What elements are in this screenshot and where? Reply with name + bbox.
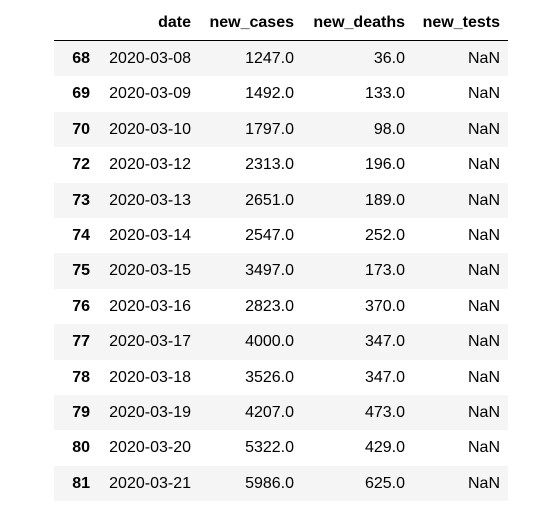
cell-date: 2020-03-19 bbox=[109, 404, 191, 422]
cell-date: 2020-03-12 bbox=[109, 156, 191, 174]
cell-new-deaths: 196.0 bbox=[364, 156, 405, 174]
cell-new-deaths: 98.0 bbox=[373, 120, 405, 138]
table-row: 80 2020-03-20 5322.0 429.0 NaN bbox=[54, 430, 508, 466]
cell-new-cases: 2823.0 bbox=[245, 297, 294, 315]
row-index: 81 bbox=[72, 474, 90, 492]
row-index: 69 bbox=[72, 85, 90, 103]
header-date: date bbox=[98, 5, 199, 41]
cell-date: 2020-03-09 bbox=[109, 85, 191, 103]
cell-new-cases: 5986.0 bbox=[245, 474, 294, 492]
table-row: 73 2020-03-13 2651.0 189.0 NaN bbox=[54, 182, 508, 219]
cell-date: 2020-03-18 bbox=[109, 368, 191, 386]
cell-new-deaths: 370.0 bbox=[364, 297, 405, 315]
row-index: 73 bbox=[72, 191, 90, 209]
header-new-tests: new_tests bbox=[413, 5, 508, 41]
cell-new-cases: 3497.0 bbox=[245, 262, 294, 280]
cell-date: 2020-03-17 bbox=[109, 333, 191, 351]
table-row: 81 2020-03-21 5986.0 625.0 NaN bbox=[54, 465, 508, 502]
cell-new-tests: NaN bbox=[467, 474, 500, 492]
cell-date: 2020-03-13 bbox=[109, 191, 191, 209]
cell-new-tests: NaN bbox=[467, 333, 500, 351]
row-index: 74 bbox=[72, 227, 90, 245]
header-new-cases: new_cases bbox=[199, 5, 302, 41]
cell-new-tests: NaN bbox=[467, 50, 500, 67]
header-index bbox=[54, 5, 98, 41]
table-row: 79 2020-03-19 4207.0 473.0 NaN bbox=[54, 395, 508, 431]
cell-new-cases: 2313.0 bbox=[245, 156, 294, 174]
cell-new-cases: 1247.0 bbox=[245, 50, 294, 67]
table-row: 72 2020-03-12 2313.0 196.0 NaN bbox=[54, 147, 508, 183]
table-body: 68 2020-03-08 1247.0 36.0 NaN 69 2020-03-09 149… bbox=[54, 40, 508, 502]
cell-new-deaths: 36.0 bbox=[373, 50, 405, 67]
cell-date: 2020-03-21 bbox=[109, 474, 191, 492]
cell-new-deaths: 189.0 bbox=[364, 191, 405, 209]
cell-new-deaths: 347.0 bbox=[364, 333, 405, 351]
row-index: 79 bbox=[72, 404, 90, 422]
cell-new-tests: NaN bbox=[467, 85, 500, 103]
cell-new-tests: NaN bbox=[467, 156, 500, 174]
dataframe-table: date new_cases new_deaths new_tests 68 20… bbox=[54, 5, 508, 502]
row-index: 70 bbox=[72, 120, 90, 138]
row-index: 80 bbox=[72, 439, 90, 457]
table-row: 76 2020-03-16 2823.0 370.0 NaN bbox=[54, 288, 508, 325]
cell-date: 2020-03-14 bbox=[109, 227, 191, 245]
cell-new-tests: NaN bbox=[467, 227, 500, 245]
row-index: 78 bbox=[72, 368, 90, 386]
cell-new-tests: NaN bbox=[467, 368, 500, 386]
cell-date: 2020-03-08 bbox=[109, 50, 191, 67]
cell-new-deaths: 347.0 bbox=[364, 368, 405, 386]
cell-date: 2020-03-15 bbox=[109, 262, 191, 280]
cell-new-cases: 4207.0 bbox=[245, 404, 294, 422]
table-header: date new_cases new_deaths new_tests bbox=[54, 5, 508, 41]
row-index: 75 bbox=[72, 262, 90, 280]
cell-new-cases: 3526.0 bbox=[245, 368, 294, 386]
row-index: 72 bbox=[72, 156, 90, 174]
cell-new-tests: NaN bbox=[467, 262, 500, 280]
cell-new-cases: 2651.0 bbox=[245, 191, 294, 209]
cell-new-cases: 1492.0 bbox=[245, 85, 294, 103]
cell-new-tests: NaN bbox=[467, 120, 500, 138]
table-row: 75 2020-03-15 3497.0 173.0 NaN bbox=[54, 253, 508, 289]
table-row: 77 2020-03-17 4000.0 347.0 NaN bbox=[54, 324, 508, 360]
cell-date: 2020-03-16 bbox=[109, 297, 191, 315]
table-row: 68 2020-03-08 1247.0 36.0 NaN bbox=[54, 40, 508, 77]
header-row: date new_cases new_deaths new_tests bbox=[54, 5, 508, 41]
cell-new-deaths: 133.0 bbox=[364, 85, 405, 103]
cell-new-cases: 1797.0 bbox=[245, 120, 294, 138]
table-row: 78 2020-03-18 3526.0 347.0 NaN bbox=[54, 359, 508, 396]
row-index: 77 bbox=[72, 333, 90, 351]
cell-new-tests: NaN bbox=[467, 191, 500, 209]
table-row: 69 2020-03-09 1492.0 133.0 NaN bbox=[54, 76, 508, 112]
cell-new-cases: 4000.0 bbox=[245, 333, 294, 351]
cell-new-tests: NaN bbox=[467, 297, 500, 315]
cell-new-cases: 5322.0 bbox=[245, 439, 294, 457]
cell-new-deaths: 429.0 bbox=[364, 439, 405, 457]
cell-new-tests: NaN bbox=[467, 439, 500, 457]
table-row: 70 2020-03-10 1797.0 98.0 NaN bbox=[54, 111, 508, 148]
cell-new-deaths: 473.0 bbox=[364, 404, 405, 422]
cell-new-tests: NaN bbox=[467, 404, 500, 422]
cell-date: 2020-03-20 bbox=[109, 439, 191, 457]
cell-new-cases: 2547.0 bbox=[245, 227, 294, 245]
table-row: 74 2020-03-14 2547.0 252.0 NaN bbox=[54, 218, 508, 254]
row-index: 68 bbox=[72, 50, 90, 67]
row-index: 76 bbox=[72, 297, 90, 315]
cell-new-deaths: 625.0 bbox=[364, 474, 405, 492]
cell-date: 2020-03-10 bbox=[109, 120, 191, 138]
header-new-deaths: new_deaths bbox=[302, 5, 413, 41]
cell-new-deaths: 173.0 bbox=[364, 262, 405, 280]
cell-new-deaths: 252.0 bbox=[364, 227, 405, 245]
